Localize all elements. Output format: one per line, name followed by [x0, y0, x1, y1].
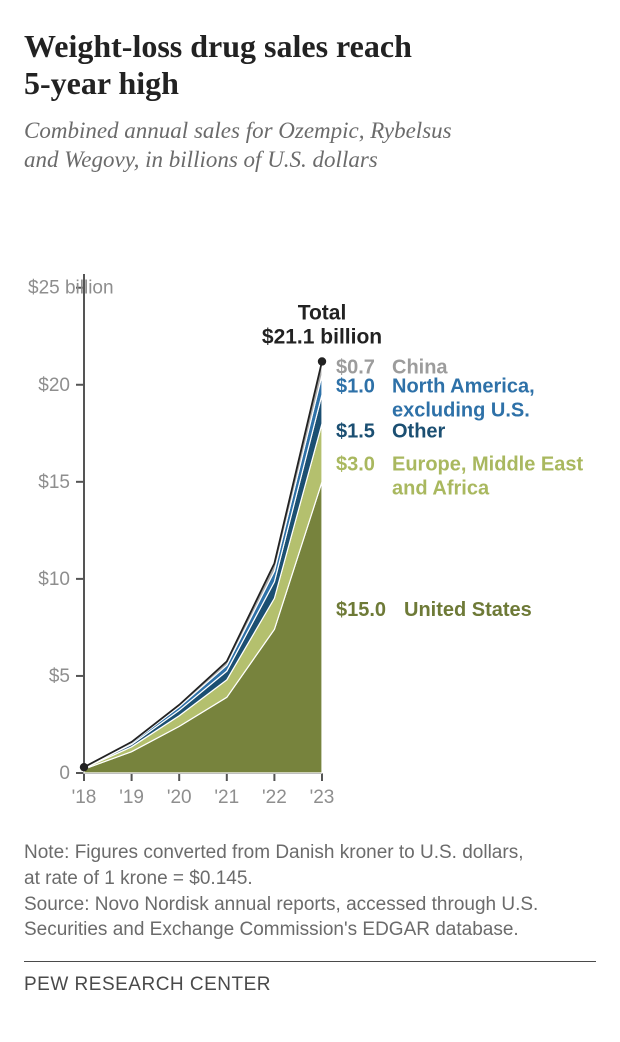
chart-card: Weight-loss drug sales reach 5-year high…: [0, 0, 620, 1042]
chart-title: Weight-loss drug sales reach 5-year high: [24, 28, 596, 102]
note-line-1: Note: Figures converted from Danish kron…: [24, 842, 523, 863]
title-line-1: Weight-loss drug sales reach: [24, 28, 412, 64]
chart-subtitle: Combined annual sales for Ozempic, Rybel…: [24, 116, 596, 175]
end-marker: [318, 358, 326, 366]
source-line-1: Source: Novo Nordisk annual reports, acc…: [24, 894, 538, 915]
legend-name-emea-l2: and Africa: [392, 478, 490, 500]
svg-text:'23: '23: [310, 787, 335, 808]
svg-text:'22: '22: [262, 787, 287, 808]
svg-text:$5: $5: [49, 666, 70, 687]
legend-name-emea-l1: Europe, Middle East: [392, 454, 583, 476]
publisher-brand: PEW RESEARCH CENTER: [24, 974, 596, 996]
chart-svg: 0 $5 $10 $15 $20 $25 billion '18 '19 '20 '21 '22 '2…: [24, 198, 596, 818]
total-label-line2: $21.1 billion: [262, 326, 382, 349]
note-line-2: at rate of 1 krone = $0.145.: [24, 868, 253, 889]
subtitle-line-1: Combined annual sales for Ozempic, Rybel…: [24, 118, 452, 143]
chart-footnotes: Note: Figures converted from Danish kron…: [24, 840, 596, 943]
svg-text:0: 0: [59, 763, 70, 784]
svg-text:$15: $15: [38, 472, 70, 493]
svg-text:$20: $20: [38, 375, 70, 396]
subtitle-line-2: and Wegovy, in billions of U.S. dollars: [24, 147, 378, 172]
legend-name-na_ex_us-l1: North America,: [392, 376, 535, 398]
divider: [24, 961, 596, 962]
legend-name-united_states: United States: [404, 599, 532, 621]
legend-value-united_states: $15.0: [336, 599, 386, 621]
title-line-2: 5-year high: [24, 65, 179, 101]
start-marker: [80, 763, 88, 771]
legend-name-other: Other: [392, 421, 446, 443]
legend-value-other: $1.5: [336, 421, 375, 443]
svg-text:'21: '21: [214, 787, 239, 808]
svg-text:'18: '18: [72, 787, 97, 808]
svg-text:$25 billion: $25 billion: [28, 278, 114, 299]
legend-name-na_ex_us-l2: excluding U.S.: [392, 400, 530, 422]
svg-text:'19: '19: [119, 787, 144, 808]
stacked-area-chart: 0 $5 $10 $15 $20 $25 billion '18 '19 '20 '21 '22 '2…: [24, 198, 596, 818]
legend-value-emea: $3.0: [336, 454, 375, 476]
source-line-2: Securities and Exchange Commission's EDG…: [24, 919, 519, 940]
total-label-line1: Total: [298, 302, 347, 325]
legend-value-na_ex_us: $1.0: [336, 376, 375, 398]
svg-text:'20: '20: [167, 787, 192, 808]
svg-text:$10: $10: [38, 569, 70, 590]
